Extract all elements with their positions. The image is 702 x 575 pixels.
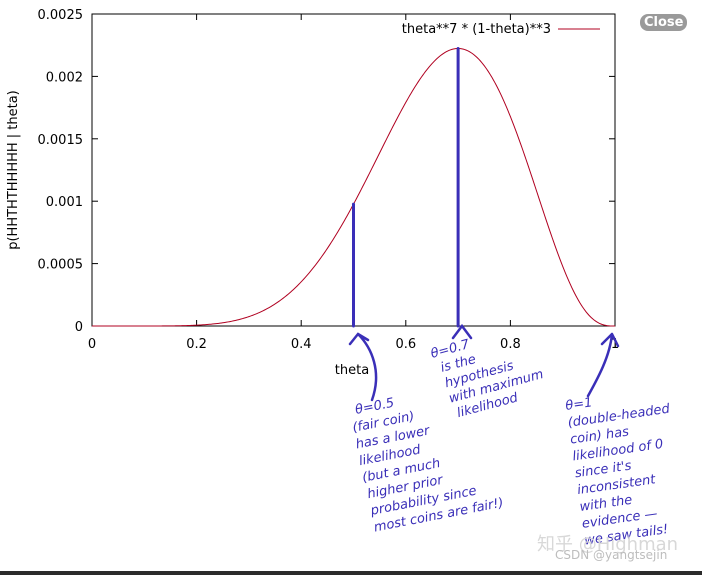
x-axis-ticks: 0 0.2 0.4 0.6 0.8 1 xyxy=(88,14,619,352)
note-half: θ=0.5 (fair coin) has a lower likelihood… xyxy=(348,379,505,536)
arrow-to-half xyxy=(348,332,378,402)
arrow-to-one xyxy=(586,332,620,398)
arrow-to-seven xyxy=(451,323,473,340)
x-tick-label: 0.2 xyxy=(186,337,207,352)
y-axis-ticks: 0 0.0005 0.001 0.0015 0.002 0.0025 xyxy=(38,8,615,335)
y-tick-label: 0.0025 xyxy=(38,8,84,23)
note-seven: θ=0.7 is the hypothesis with maximum lik… xyxy=(429,320,553,424)
y-axis-label: p(HHTHTHHHHH | theta) xyxy=(6,90,21,250)
y-tick-label: 0.002 xyxy=(46,70,83,85)
bottom-divider xyxy=(0,571,702,575)
x-tick-label: 0.8 xyxy=(500,337,521,352)
vertical-markers xyxy=(352,46,460,328)
note-one: θ=1 (double-headed coin) has likelihood … xyxy=(564,384,691,548)
x-tick-label: 0.6 xyxy=(395,337,416,352)
close-button[interactable]: Close xyxy=(640,14,688,31)
x-tick-label: 0 xyxy=(88,337,96,352)
x-axis-label: theta xyxy=(335,363,369,378)
csdn-watermark: CSDN @yangtsejin xyxy=(555,548,668,562)
y-tick-label: 0 xyxy=(75,320,83,335)
y-tick-label: 0.0005 xyxy=(38,258,84,273)
x-tick-label: 1 xyxy=(611,337,619,352)
y-tick-label: 0.0015 xyxy=(38,133,84,148)
legend-label: theta**7 * (1-theta)**3 xyxy=(402,22,551,37)
zhihu-watermark: 知乎 @Highman xyxy=(537,534,679,555)
y-tick-label: 0.001 xyxy=(46,195,83,210)
x-tick-label: 0.4 xyxy=(291,337,312,352)
